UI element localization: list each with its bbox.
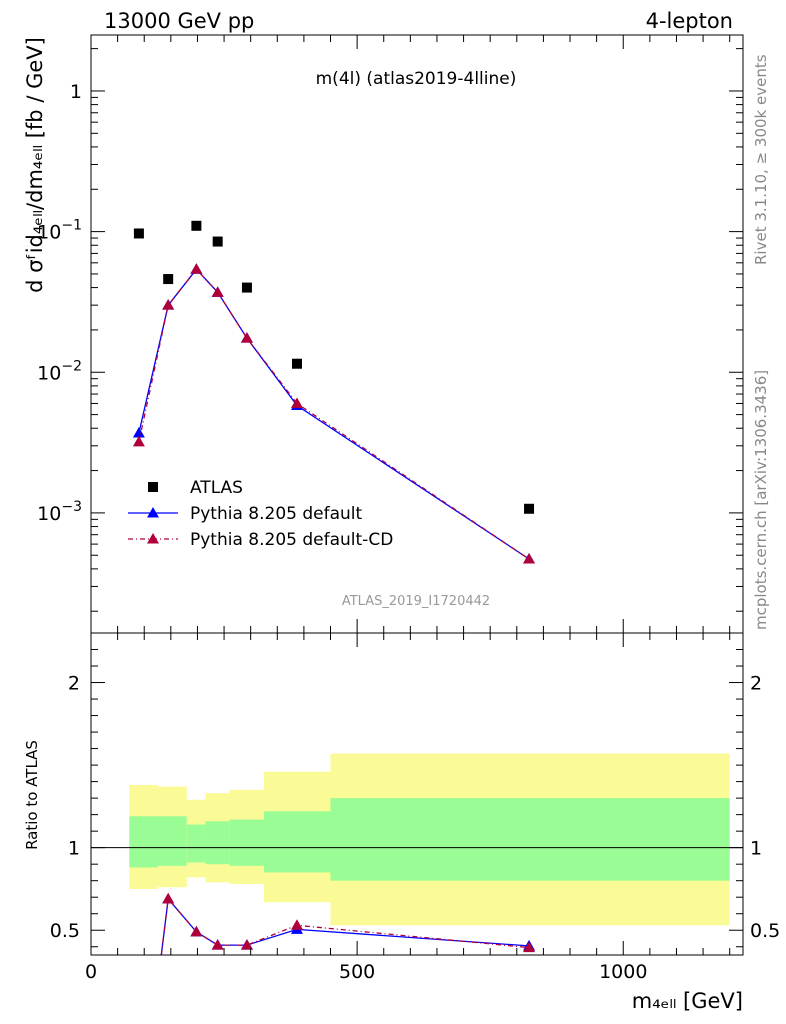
legend-entry: Pythia 8.205 default — [128, 504, 363, 524]
legend-label: Pythia 8.205 default — [190, 504, 363, 524]
x-tick-labels: 0 500 1000 — [85, 961, 647, 983]
ratio-y-tick-label-right: 0.5 — [750, 920, 780, 942]
ratio-inner-band — [263, 811, 331, 873]
main-plot-panel: 1 10−1 10−2 10−3 m(4l) (atlas2019-4lline) A… — [23, 34, 744, 634]
pythia-8-205-default-cd-point — [190, 263, 203, 274]
ratio-pythia-8-205-default-cd-point — [190, 925, 203, 937]
legend: ATLAS Pythia 8.205 default Pythia 8.205 de… — [128, 478, 393, 550]
ratio-y-tick-label-right: 2 — [750, 673, 762, 695]
legend-entry: ATLAS — [148, 478, 243, 498]
atlas-point — [291, 358, 302, 369]
ratio-inner-band — [229, 819, 264, 866]
main-y-tick-label: 10−3 — [37, 499, 82, 525]
ratio-y-tick-label: 1 — [68, 838, 80, 860]
legend-marker — [147, 533, 159, 544]
atlas-point — [212, 236, 223, 247]
ratio-pythia-8-205-default-cd-point — [290, 919, 303, 930]
legend-label: ATLAS — [190, 478, 243, 498]
main-plot-frame — [90, 34, 744, 634]
atlas-point — [241, 282, 252, 293]
ratio-y-tick-label: 0.5 — [50, 920, 80, 942]
ratio-series-layer — [160, 892, 536, 956]
ratio-pythia-8-205-default-cd-point — [240, 939, 253, 950]
ratio-pythia-8-205-default-cd-point — [523, 941, 536, 953]
legend-entry: Pythia 8.205 default-CD — [128, 530, 393, 550]
main-series-layer — [132, 220, 536, 564]
ratio-axis-ticks — [90, 633, 743, 955]
x-tick-label: 0 — [85, 961, 97, 983]
ratio-inner-band — [205, 821, 230, 865]
pythia-8-205-default-cd-point — [132, 435, 145, 447]
rivet-version-label: Rivet 3.1.10, ≥ 300k events — [752, 54, 770, 265]
pythia-8-205-default-cd-point — [523, 553, 536, 564]
ratio-inner-band — [129, 816, 158, 868]
header-collision-energy: 13000 GeV pp — [104, 9, 254, 33]
atlas-point — [524, 503, 535, 514]
ratio-pythia-8-205-default-cd-point — [211, 939, 224, 950]
ratio-pythia-8-205-default-cd-point — [162, 892, 175, 904]
ratio-plot-panel: 0.5 0.5 1 1 2 2 Ratio to ATLAS — [23, 632, 780, 956]
header-process: 4-lepton — [646, 9, 733, 33]
pythia-8-205-default-cd-point — [240, 332, 253, 343]
main-y-tick-label: 1 — [70, 81, 82, 103]
ratio-plot-frame — [90, 632, 744, 956]
main-y-axis-label: d σᶠid₄ₑₗₗ/dm₄ₑₗₗ [fb / GeV] — [23, 37, 47, 293]
pythia-8-205-default-cd-point — [211, 286, 224, 297]
ratio-inner-band — [186, 824, 206, 863]
pythia-8-205-default-cd-point — [290, 397, 303, 408]
ratio-inner-band — [157, 816, 187, 866]
ratio-uncertainty-bands — [129, 753, 730, 926]
main-y-tick-label: 10−2 — [37, 358, 82, 384]
atlas-point — [133, 228, 144, 239]
ratio-y-tick-label: 2 — [68, 673, 80, 695]
ratio-inner-band — [330, 798, 730, 881]
atlas-point — [191, 220, 202, 231]
analysis-watermark: ATLAS_2019_I1720442 — [342, 594, 490, 609]
pythia-8-205-default-point — [132, 426, 145, 438]
pythia-8-205-default-cd-point — [162, 299, 175, 310]
atlas-point — [163, 274, 174, 285]
plot-title: m(4l) (atlas2019-4lline) — [316, 69, 517, 89]
x-tick-label: 500 — [339, 961, 375, 983]
ratio-y-axis-label: Ratio to ATLAS — [23, 740, 41, 850]
ratio-y-tick-labels: 0.5 0.5 1 1 2 2 — [50, 673, 780, 943]
main-y-tick-labels: 1 10−1 10−2 10−3 — [37, 81, 82, 525]
main-y-tick-label: 10−1 — [37, 218, 82, 244]
legend-marker — [147, 507, 159, 518]
x-axis-label: m₄ₑₗₗ [GeV] — [632, 989, 743, 1013]
legend-label: Pythia 8.205 default-CD — [190, 530, 393, 550]
main-axis-ticks — [90, 35, 743, 633]
ratio-y-tick-label-right: 1 — [750, 838, 762, 860]
x-tick-label: 1000 — [599, 961, 647, 983]
legend-marker — [148, 482, 158, 492]
mcplots-label: mcplots.cern.ch [arXiv:1306.3436] — [752, 370, 770, 630]
